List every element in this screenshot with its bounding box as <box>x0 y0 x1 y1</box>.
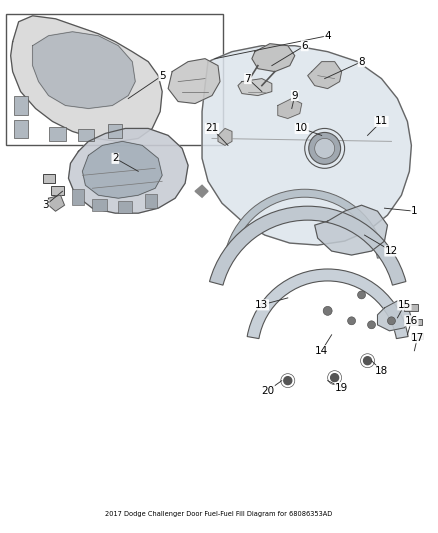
Wedge shape <box>247 269 408 338</box>
Polygon shape <box>32 32 135 109</box>
Text: 14: 14 <box>315 346 328 356</box>
Text: 9: 9 <box>291 91 298 101</box>
Text: 3: 3 <box>42 200 49 210</box>
Bar <box>72 189 85 205</box>
Bar <box>411 333 424 339</box>
Text: 17: 17 <box>411 333 424 343</box>
Polygon shape <box>202 46 411 245</box>
Polygon shape <box>314 205 388 255</box>
Circle shape <box>367 321 375 329</box>
Polygon shape <box>11 16 162 141</box>
Bar <box>49 127 67 141</box>
Bar <box>410 319 422 325</box>
Bar <box>14 120 28 139</box>
Polygon shape <box>252 44 295 71</box>
Text: 1: 1 <box>411 206 418 216</box>
Circle shape <box>323 306 332 316</box>
Text: 21: 21 <box>205 124 219 133</box>
Text: 10: 10 <box>295 124 308 133</box>
Text: 11: 11 <box>375 117 388 126</box>
Polygon shape <box>308 62 342 88</box>
Polygon shape <box>82 141 162 198</box>
Polygon shape <box>378 301 411 331</box>
Text: 4: 4 <box>325 31 331 41</box>
Polygon shape <box>195 185 208 197</box>
Circle shape <box>364 357 371 365</box>
Wedge shape <box>209 206 406 285</box>
Bar <box>50 186 64 195</box>
Text: 19: 19 <box>335 383 348 393</box>
Bar <box>78 130 95 141</box>
Circle shape <box>357 291 366 299</box>
Bar <box>42 174 54 183</box>
Polygon shape <box>68 128 188 213</box>
Polygon shape <box>218 128 232 146</box>
Text: 16: 16 <box>405 316 418 326</box>
Circle shape <box>331 374 339 382</box>
Circle shape <box>348 317 356 325</box>
Circle shape <box>284 377 292 385</box>
Polygon shape <box>278 99 302 118</box>
Text: 8: 8 <box>358 56 365 67</box>
Text: 18: 18 <box>375 366 388 376</box>
Text: 20: 20 <box>261 385 275 395</box>
Bar <box>6 14 223 146</box>
Text: 2017 Dodge Challenger Door Fuel-Fuel Fill Diagram for 68086353AD: 2017 Dodge Challenger Door Fuel-Fuel Fil… <box>106 511 332 517</box>
Bar <box>118 201 132 213</box>
Text: 5: 5 <box>159 70 166 80</box>
Circle shape <box>314 139 335 158</box>
Circle shape <box>388 317 396 325</box>
Wedge shape <box>224 189 385 258</box>
Polygon shape <box>168 59 220 103</box>
Text: 6: 6 <box>301 41 308 51</box>
Text: 7: 7 <box>244 74 251 84</box>
Polygon shape <box>238 78 272 95</box>
Bar <box>404 304 418 311</box>
Polygon shape <box>49 195 64 211</box>
Bar <box>92 199 107 211</box>
Circle shape <box>309 132 341 164</box>
Text: 15: 15 <box>398 300 411 310</box>
Bar <box>145 194 157 208</box>
Bar <box>14 95 28 116</box>
Bar <box>108 124 122 139</box>
Text: 12: 12 <box>385 246 398 256</box>
Text: 13: 13 <box>255 300 268 310</box>
Text: 2: 2 <box>112 154 119 163</box>
